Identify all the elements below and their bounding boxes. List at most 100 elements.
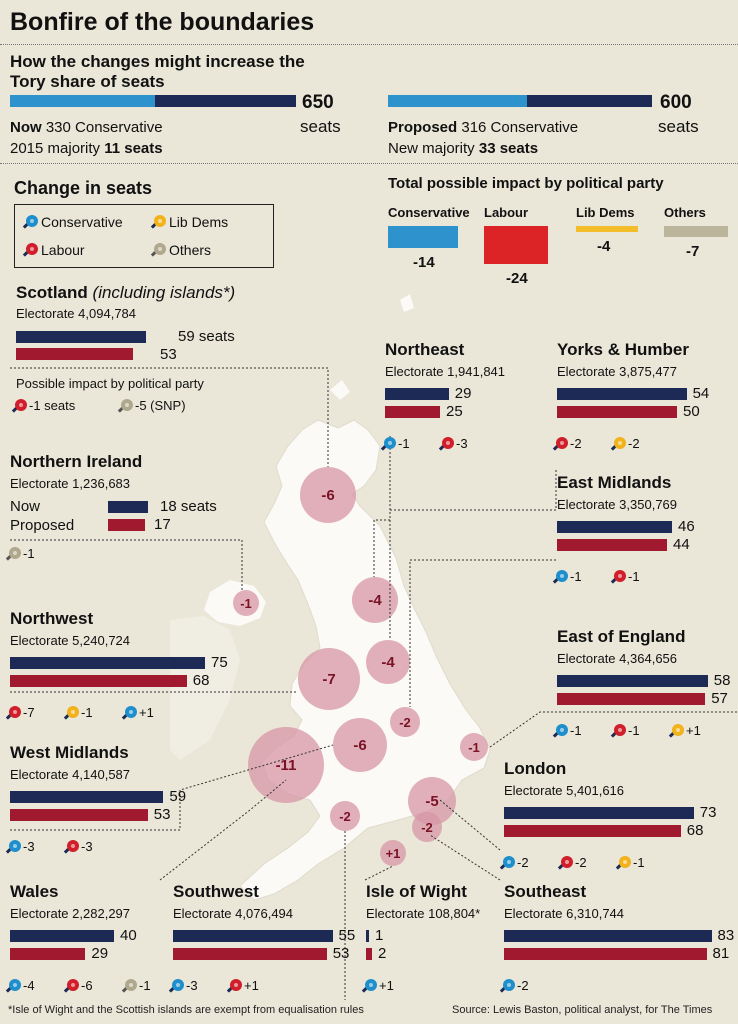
impact-west-midlands-con: -3 xyxy=(5,839,35,854)
impact-east-midlands-lab: -1 xyxy=(610,569,640,584)
impact-southeast-con: -2 xyxy=(499,978,529,993)
rosette-conservative-icon xyxy=(552,723,568,738)
proposed-seats-yorks: 50 xyxy=(683,403,700,420)
bar-now-east-midlands xyxy=(557,521,672,533)
rosette-others-icon xyxy=(121,978,137,993)
bubble-northern-ireland: -1 xyxy=(233,590,259,616)
proposed-summary: Proposed 316 Conservative New majority 3… xyxy=(388,119,579,157)
impact-southwest-lab: +1 xyxy=(226,978,259,993)
page-title: Bonfire of the boundaries xyxy=(10,8,315,36)
bar-proposed-yorks xyxy=(557,406,677,418)
bar-now-wales xyxy=(10,930,114,942)
rosette-others-icon xyxy=(150,243,166,257)
subtitle: How the changes might increase the Tory … xyxy=(10,52,305,91)
rosette-conservative-icon xyxy=(5,839,21,854)
impact-northeast-con: -1 xyxy=(380,436,410,451)
region-name-scotland: Scotland (including islands*) xyxy=(16,283,236,302)
bar-now-scotland xyxy=(16,331,146,343)
impact-wales-lab: -6 xyxy=(63,978,93,993)
proposed-conservative-bar xyxy=(388,95,528,107)
party-label-others: Others xyxy=(664,205,706,220)
electorate-east-midlands: Electorate 3,350,769 xyxy=(557,497,678,512)
ni-now-label: Now xyxy=(10,498,41,515)
rosette-conservative-icon xyxy=(499,855,515,870)
source: Source: Lewis Baston, political analyst,… xyxy=(452,1004,713,1016)
bubble-scotland: -6 xyxy=(300,467,356,523)
bubble-east-england: -1 xyxy=(460,733,488,761)
proposed-seats-northern-ireland: 17 xyxy=(154,516,171,533)
legend-conservative: Conservative xyxy=(22,214,123,230)
bar-now-northwest xyxy=(10,657,205,669)
rosette-labour-icon xyxy=(63,839,79,854)
ni-proposed-label: Proposed xyxy=(10,517,75,534)
now-seats-southeast: 83 xyxy=(717,927,735,944)
electorate-london: Electorate 5,401,616 xyxy=(504,783,625,798)
region-name-southeast: Southeast xyxy=(504,882,587,901)
proposed-seats-northwest: 68 xyxy=(192,672,210,689)
rosette-lib-dems-icon xyxy=(610,436,626,451)
impact-london-con: -2 xyxy=(499,855,529,870)
party-value-labour: -24 xyxy=(506,270,528,288)
footnote: *Isle of Wight and the Scottish islands … xyxy=(8,1004,364,1016)
party-label-lib-dems: Lib Dems xyxy=(576,205,635,220)
bar-proposed-london xyxy=(504,825,681,837)
electorate-west-midlands: Electorate 4,140,587 xyxy=(10,767,131,782)
bar-proposed-northwest xyxy=(10,675,187,687)
rosette-conservative-icon xyxy=(5,978,21,993)
rosette-lib-dems-icon xyxy=(668,723,684,738)
proposed-seats-wales: 29 xyxy=(91,945,109,962)
bar-now-southeast xyxy=(504,930,712,942)
proposed-seats-east-midlands: 44 xyxy=(673,536,690,553)
proposed-total-unit: seats xyxy=(658,117,699,136)
bar-now-isle-of-wight xyxy=(366,930,369,942)
bar-proposed-southeast xyxy=(504,948,707,960)
impact-northeast-lab: -3 xyxy=(438,436,468,451)
party-bar-others xyxy=(664,226,728,238)
impact-yorks-lab: -2 xyxy=(552,436,582,451)
bar-proposed-isle-of-wight xyxy=(366,948,372,960)
region-name-yorks: Yorks & Humber xyxy=(557,340,689,359)
bar-proposed-east-england xyxy=(557,693,706,705)
now-conservative-bar xyxy=(10,95,156,107)
electorate-isle-of-wight: Electorate 108,804* xyxy=(366,906,481,921)
bar-now-northeast xyxy=(385,388,449,400)
party-label-conservative: Conservative xyxy=(388,205,470,220)
ni-impact-others: -1 xyxy=(5,546,35,561)
rosette-conservative-icon xyxy=(552,569,568,584)
impact-southwest-con: -3 xyxy=(168,978,198,993)
now-seats-northeast: 29 xyxy=(454,385,472,402)
legend: Conservative Lib Dems Labour Others xyxy=(14,204,274,268)
now-summary: Now 330 Conservative 2015 majority 11 se… xyxy=(10,119,163,157)
rosette-labour-icon xyxy=(557,855,573,870)
party-impact-heading: Total possible impact by political party xyxy=(388,175,664,192)
bar-now-southwest xyxy=(173,930,333,942)
electorate-southwest: Electorate 4,076,494 xyxy=(173,906,294,921)
proposed-seats-isle-of-wight: 2 xyxy=(378,945,387,962)
region-name-northern-ireland: Northern Ireland xyxy=(10,452,143,471)
bubble-isle-of-wight: +1 xyxy=(380,840,406,866)
proposed-total-number: 600 xyxy=(660,92,692,113)
divider xyxy=(0,44,738,45)
now-seats-east-england: 58 xyxy=(713,672,731,689)
now-seats-london: 73 xyxy=(699,804,717,821)
bubble-southwest: -2 xyxy=(330,801,360,831)
now-seats-wales: 40 xyxy=(120,927,137,944)
bubble-southeast: -2 xyxy=(412,812,442,842)
now-other-bar xyxy=(155,95,296,107)
now-seats-northwest: 75 xyxy=(211,654,228,671)
now-seats-southwest: 55 xyxy=(338,927,356,944)
proposed-seats-scotland: 53 xyxy=(160,346,177,363)
rosette-labour-icon xyxy=(438,436,454,451)
bar-proposed-east-midlands xyxy=(557,539,667,551)
rosette-lib-dems-icon xyxy=(63,705,79,720)
region-name-isle-of-wight: Isle of Wight xyxy=(366,882,467,901)
proposed-seats-london: 68 xyxy=(686,822,704,839)
electorate-yorks: Electorate 3,875,477 xyxy=(557,364,678,379)
rosette-labour-icon xyxy=(552,436,568,451)
scottish-islands-shape xyxy=(330,294,414,400)
rosette-others-icon xyxy=(5,546,21,561)
rosette-labour-icon xyxy=(63,978,79,993)
now-seats-scotland: 59 seats xyxy=(178,328,235,345)
impact-northwest-lib: -1 xyxy=(63,705,93,720)
